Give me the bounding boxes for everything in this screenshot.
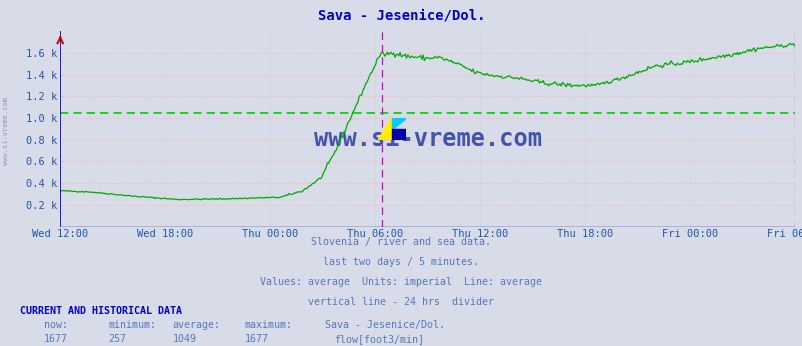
Text: last two days / 5 minutes.: last two days / 5 minutes. bbox=[323, 257, 479, 267]
Text: 1677: 1677 bbox=[44, 334, 68, 344]
Text: www.si-vreme.com: www.si-vreme.com bbox=[314, 127, 541, 151]
Text: www.si-vreme.com: www.si-vreme.com bbox=[3, 98, 10, 165]
Text: CURRENT AND HISTORICAL DATA: CURRENT AND HISTORICAL DATA bbox=[20, 306, 182, 316]
Polygon shape bbox=[391, 129, 406, 140]
Text: flow[foot3/min]: flow[foot3/min] bbox=[334, 334, 423, 344]
Text: now:: now: bbox=[44, 320, 68, 330]
Text: Sava - Jesenice/Dol.: Sava - Jesenice/Dol. bbox=[325, 320, 444, 330]
Text: 1677: 1677 bbox=[245, 334, 269, 344]
Text: Sava - Jesenice/Dol.: Sava - Jesenice/Dol. bbox=[318, 9, 484, 22]
Text: 1049: 1049 bbox=[172, 334, 196, 344]
Text: average:: average: bbox=[172, 320, 221, 330]
Text: maximum:: maximum: bbox=[245, 320, 293, 330]
Text: Slovenia / river and sea data.: Slovenia / river and sea data. bbox=[311, 237, 491, 247]
Text: Values: average  Units: imperial  Line: average: Values: average Units: imperial Line: av… bbox=[260, 277, 542, 287]
Polygon shape bbox=[378, 118, 391, 140]
Polygon shape bbox=[391, 118, 406, 129]
Text: minimum:: minimum: bbox=[108, 320, 156, 330]
Text: 257: 257 bbox=[108, 334, 126, 344]
Text: vertical line - 24 hrs  divider: vertical line - 24 hrs divider bbox=[308, 297, 494, 307]
